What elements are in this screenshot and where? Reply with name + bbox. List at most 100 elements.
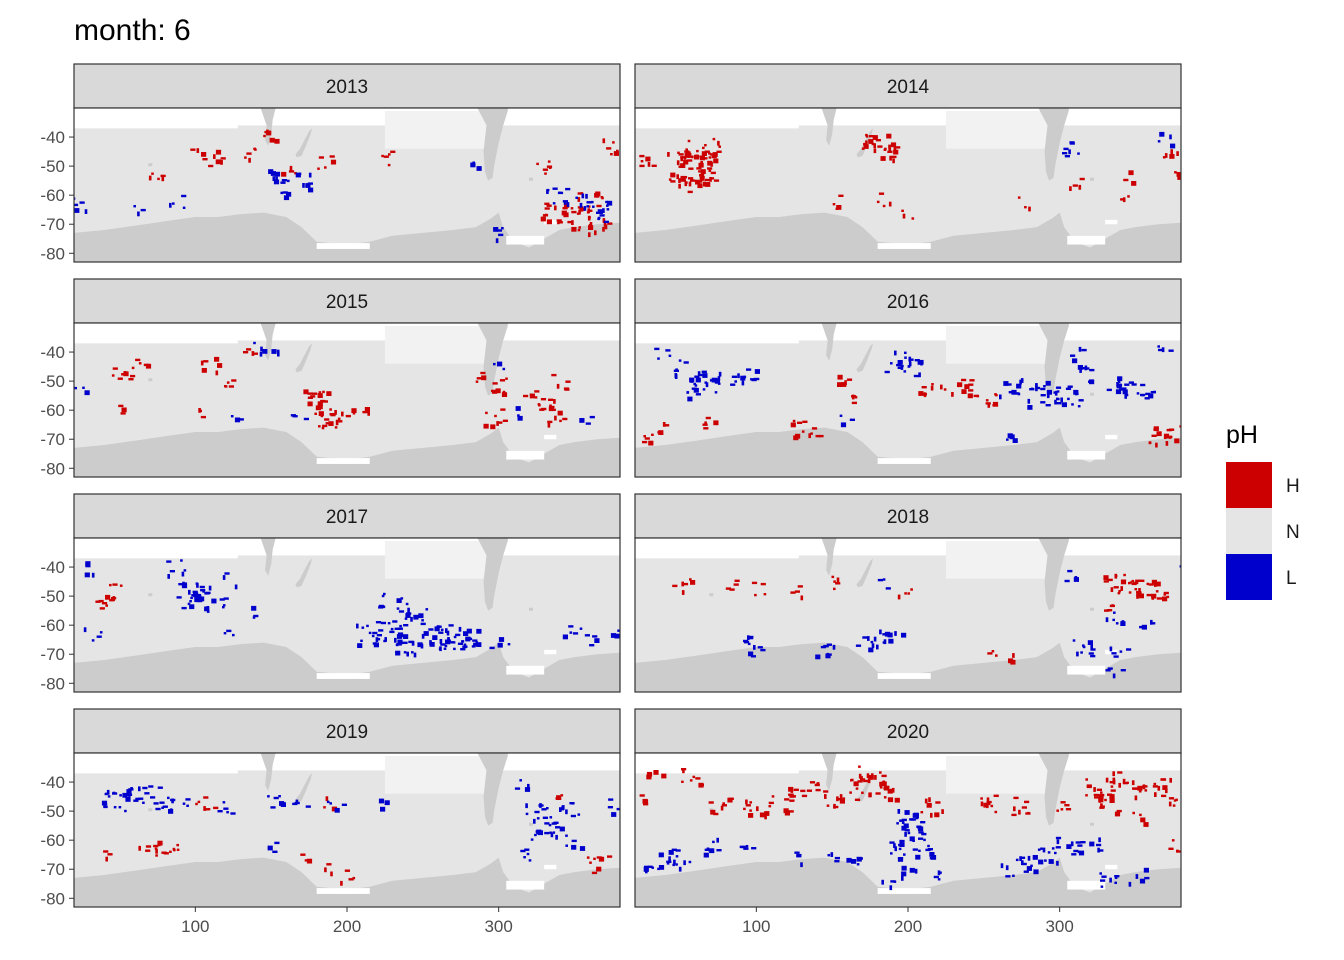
- ph-cell-L: [308, 187, 314, 193]
- ph-cell-L: [169, 202, 172, 208]
- ph-cell-H: [969, 379, 975, 382]
- ph-cell-L: [705, 382, 709, 388]
- ph-cell-H: [713, 420, 719, 426]
- ice-shelf: [1105, 219, 1118, 225]
- ph-cell-H: [935, 801, 941, 804]
- facet-panel-2013: 2013-40-50-60-70-80: [40, 63, 621, 263]
- australia-land: [821, 538, 837, 576]
- ph-cell-L: [1048, 859, 1054, 864]
- ph-cell-H: [1118, 590, 1121, 593]
- ph-cell-H: [849, 791, 852, 794]
- ph-cluster-H: [1103, 573, 1127, 592]
- ph-cluster-H: [95, 594, 115, 610]
- ph-cell-H: [658, 430, 664, 435]
- ph-cell-H: [131, 366, 135, 370]
- ph-cell-H: [352, 876, 356, 880]
- ph-cell-L: [550, 832, 554, 838]
- ph-cell-H: [1098, 794, 1104, 800]
- y-tick-label: -70: [40, 645, 65, 664]
- ph-cell-H: [647, 162, 651, 167]
- ph-cell-L: [687, 396, 693, 402]
- ph-cell-H: [578, 226, 581, 229]
- ph-cluster-L: [489, 637, 511, 650]
- ph-cell-L: [192, 590, 198, 594]
- ph-cell-L: [79, 201, 85, 204]
- ph-cluster-L: [217, 801, 236, 815]
- ph-cluster-L: [908, 358, 924, 378]
- ph-cluster-H: [790, 419, 808, 441]
- ph-cell-H: [1176, 172, 1181, 177]
- ph-cell-L: [1128, 381, 1134, 384]
- ph-cluster-H: [224, 379, 237, 388]
- ph-cell-L: [292, 415, 298, 418]
- ph-cluster-L: [1000, 863, 1015, 878]
- ph-cell-L: [907, 831, 911, 835]
- ph-cell-H: [246, 152, 252, 155]
- ph-cell-L: [900, 840, 903, 843]
- ph-cell-L: [832, 644, 836, 650]
- ph-cell-L: [1090, 648, 1096, 651]
- ph-cell-L: [657, 357, 660, 360]
- ph-cell-L: [654, 347, 660, 351]
- ph-cell-H: [721, 804, 727, 807]
- ph-cell-H: [589, 861, 592, 864]
- ph-cell-H: [1065, 808, 1072, 811]
- ph-cell-H: [708, 156, 712, 159]
- ph-cell-H: [887, 797, 894, 803]
- ph-cell-H: [760, 582, 766, 586]
- ph-cell-L: [199, 585, 205, 589]
- ph-cell-H: [883, 796, 887, 799]
- ph-cell-L: [1027, 398, 1031, 404]
- ph-cell-H: [1132, 811, 1135, 815]
- ice-shelf: [877, 888, 931, 894]
- y-tick-label: -50: [40, 157, 65, 176]
- ph-cell-L: [400, 597, 404, 600]
- ph-cluster-H: [1093, 793, 1122, 817]
- ph-cell-H: [682, 582, 689, 586]
- ph-cell-L: [230, 415, 234, 418]
- ph-cell-L: [695, 377, 701, 383]
- ph-cell-H: [1171, 839, 1175, 842]
- ph-cluster-L: [1157, 131, 1176, 149]
- ph-cell-L: [602, 208, 605, 213]
- ph-cell-H: [1176, 849, 1179, 852]
- ph-cell-H: [390, 150, 396, 153]
- ph-cell-L: [360, 639, 363, 642]
- no-data-gap: [384, 325, 487, 364]
- ph-cell-L: [849, 418, 855, 421]
- ph-cell-L: [493, 227, 499, 232]
- ph-cluster-H: [1008, 653, 1016, 665]
- ph-cell-L: [800, 862, 803, 868]
- ph-cell-L: [194, 597, 197, 600]
- ph-cell-L: [1105, 617, 1109, 623]
- ph-cell-L: [502, 367, 506, 371]
- ph-cell-L: [1079, 368, 1082, 373]
- ph-cell-L: [794, 851, 800, 854]
- ph-cell-H: [924, 798, 928, 804]
- ph-cell-H: [648, 440, 654, 446]
- ph-cell-L: [1077, 365, 1083, 370]
- australia-land: [821, 108, 837, 146]
- ph-cell-L: [1098, 849, 1104, 852]
- ph-cell-L: [166, 560, 172, 563]
- ph-cell-L: [524, 848, 530, 851]
- ph-cell-H: [861, 791, 864, 794]
- ph-cell-L: [493, 362, 496, 366]
- ph-cluster-L: [1070, 346, 1087, 364]
- ph-cell-H: [712, 137, 716, 141]
- y-tick-label: -80: [40, 244, 65, 263]
- ph-cluster-H: [863, 133, 892, 154]
- ph-cluster-L: [1128, 867, 1150, 887]
- ph-cell-L: [546, 189, 549, 194]
- ph-cluster-H: [951, 378, 979, 399]
- ph-cell-L: [856, 863, 860, 866]
- ph-cluster-H: [190, 148, 208, 161]
- ph-cell-L: [182, 206, 186, 209]
- facet-strip: [73, 493, 621, 539]
- ph-cluster-L: [74, 386, 90, 396]
- ph-cell-H: [324, 418, 330, 421]
- ph-cell-H: [560, 794, 564, 797]
- ph-cell-L: [191, 594, 194, 597]
- ph-cell-H: [749, 809, 752, 812]
